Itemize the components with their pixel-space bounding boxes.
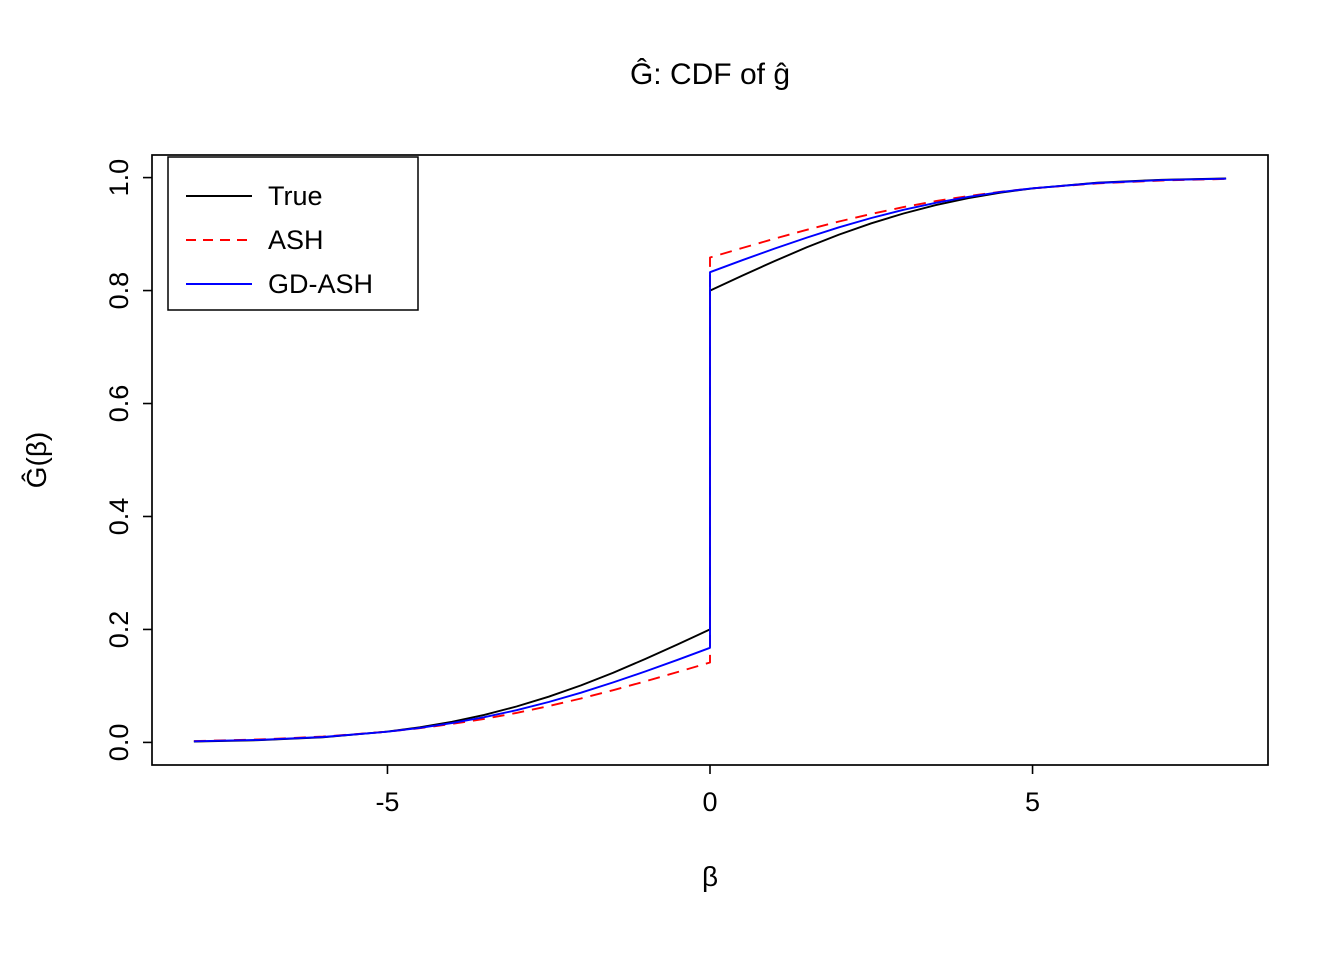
y-tick-label: 0.8	[104, 272, 134, 310]
plot-content: -5 0 5 0.0 0.2 0.4 0.6 0.8 1.0 True ASH GD-ASH	[104, 154, 1269, 817]
series-line-gd-ash	[193, 177, 1227, 743]
legend-box	[167, 156, 419, 311]
x-tick-label: -5	[375, 787, 399, 817]
plot-border	[151, 154, 1269, 766]
plot-title: Ĝ: CDF of ĝ	[630, 57, 790, 91]
y-tick-label: 1.0	[104, 159, 134, 197]
y-tick-label: 0.2	[104, 611, 134, 649]
legend-label-ash: ASH	[268, 225, 324, 255]
y-tick-label: 0.4	[104, 498, 134, 536]
x-axis-label: β	[702, 861, 718, 892]
y-tick-label: 0.6	[104, 385, 134, 423]
legend-label-true: True	[268, 181, 323, 211]
y-tick-label: 0.0	[104, 724, 134, 762]
x-tick-label: 0	[702, 787, 717, 817]
y-axis-label: Ĝ(β)	[21, 432, 52, 489]
legend-label-gd-ash: GD-ASH	[268, 269, 373, 299]
x-tick-label: 5	[1025, 787, 1040, 817]
